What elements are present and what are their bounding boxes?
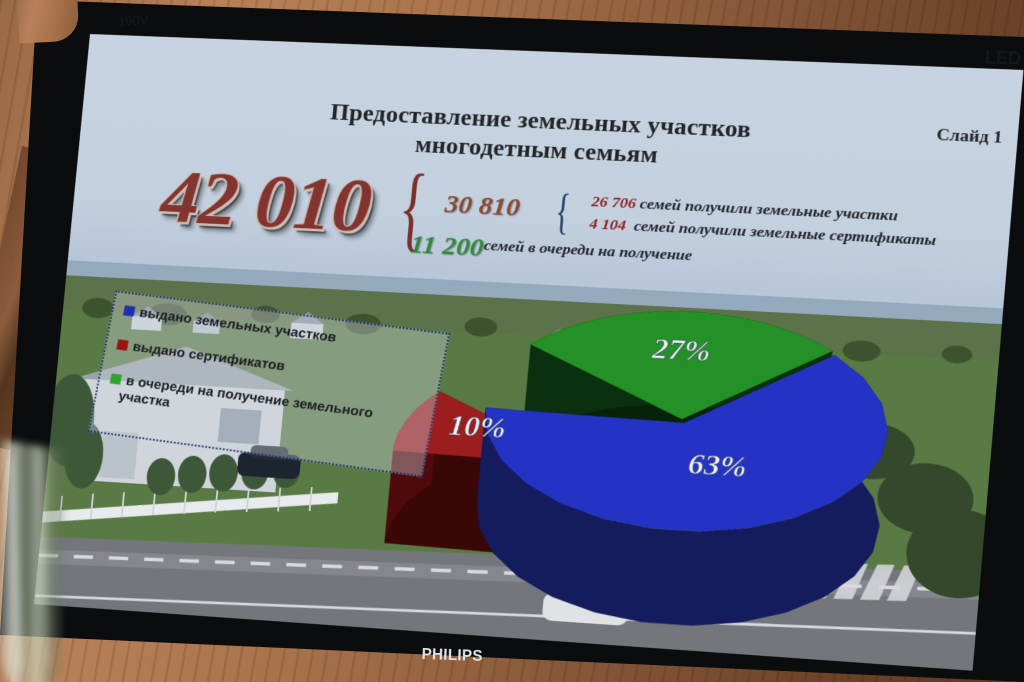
svg-text:27%: 27% <box>650 333 712 369</box>
svg-text:63%: 63% <box>687 448 748 484</box>
svg-text:10%: 10% <box>447 410 507 446</box>
